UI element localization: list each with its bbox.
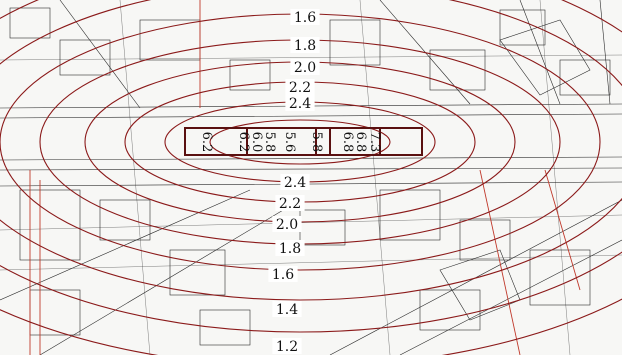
contour-value-label: 1.8 xyxy=(279,241,301,257)
contour-line xyxy=(0,0,622,333)
label-background xyxy=(275,195,305,211)
contour-value-label: 6.8 xyxy=(353,132,368,153)
contour-value-label: 1.4 xyxy=(276,302,298,318)
contour-value-label: 2.2 xyxy=(289,80,311,96)
contour-value-label: 2.0 xyxy=(294,60,316,76)
contour-value-label: 6.2 xyxy=(199,132,214,153)
label-background xyxy=(290,59,320,75)
contour-value-label: 2.4 xyxy=(289,96,311,112)
label-background xyxy=(272,338,302,354)
contour-line xyxy=(0,0,622,301)
contour-value-label: 5.8 xyxy=(309,132,324,153)
label-background xyxy=(268,266,298,282)
label-background xyxy=(285,95,315,111)
label-background xyxy=(280,174,310,190)
contour-value-label: 5.8 xyxy=(262,132,277,153)
contour-line xyxy=(209,119,391,165)
label-background xyxy=(272,301,302,317)
contour-value-label: 6.0 xyxy=(249,132,264,153)
contour-value-label: 6.8 xyxy=(340,132,355,153)
lower-contour-labels: 2.4 2.2 2.0 1.8 1.6 1.4 1.2 xyxy=(268,174,310,355)
label-background xyxy=(285,79,315,95)
contour-value-label: 5.6 xyxy=(282,132,297,153)
contour-value-label: 2.0 xyxy=(276,217,298,233)
contour-value-label: 1.6 xyxy=(294,10,316,26)
upper-contour-labels: 1.6 1.8 2.0 2.22.4 xyxy=(285,9,320,112)
building-value-labels: 6.2 6.26.05.8 5.6 5.8 6.8 7.36.8 xyxy=(199,132,382,153)
label-background xyxy=(272,216,302,232)
contour-value-label: 7.3 xyxy=(367,132,382,153)
contour-value-label: 2.4 xyxy=(284,175,306,191)
label-background xyxy=(290,9,320,25)
label-background xyxy=(275,240,305,256)
contour-value-label: 1.6 xyxy=(272,267,294,283)
contour-value-label: 6.2 xyxy=(236,132,251,153)
building-outline xyxy=(184,127,423,156)
contour-value-label: 2.2 xyxy=(279,196,301,212)
contour-value-label: 1.2 xyxy=(276,339,298,355)
label-background xyxy=(290,37,320,53)
contour-value-label: 1.8 xyxy=(294,38,316,54)
